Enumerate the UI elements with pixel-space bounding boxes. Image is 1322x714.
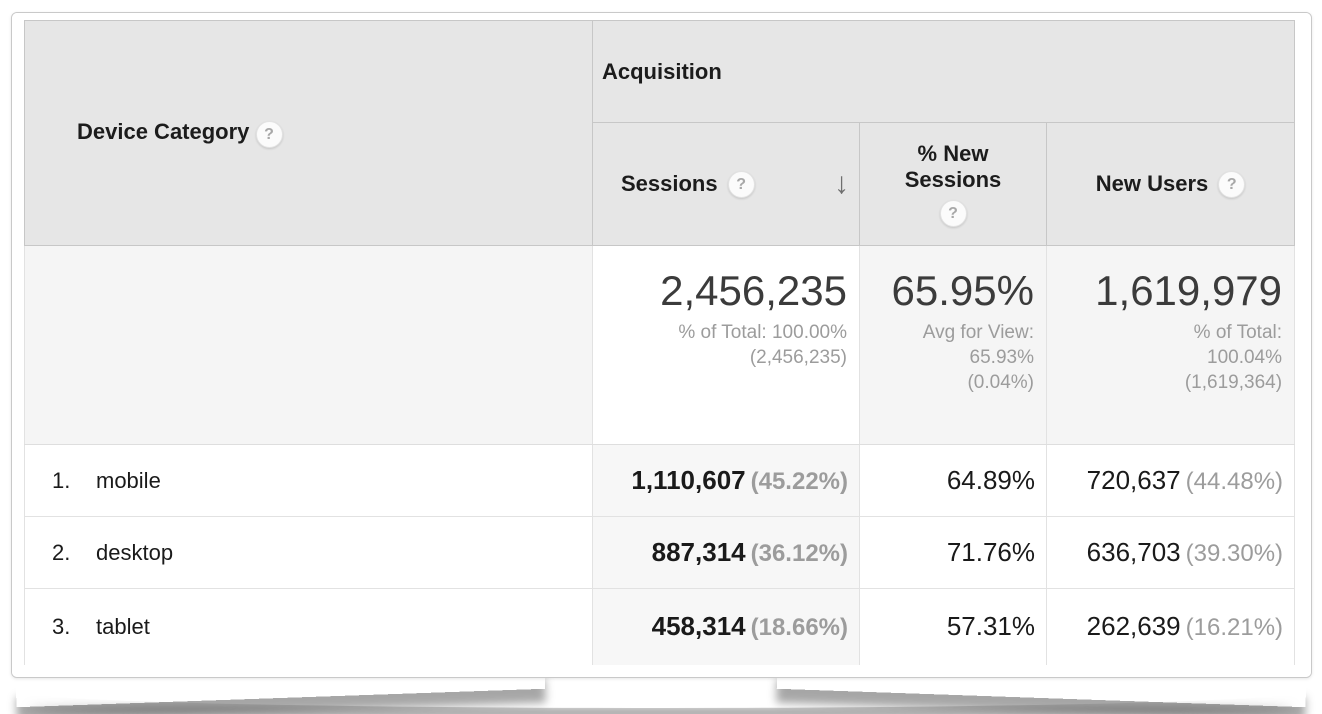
- device-label: tablet: [96, 613, 150, 639]
- column-header-sessions[interactable]: Sessions ? ↓: [592, 122, 860, 246]
- new-users-total-value: 1,619,979: [1095, 267, 1283, 314]
- sessions-percent: (36.12%): [750, 540, 848, 567]
- new-sessions-total-note-line3: (0.04%): [967, 372, 1034, 394]
- help-icon[interactable]: ?: [727, 170, 755, 198]
- new-sessions-total-value: 65.95%: [891, 267, 1034, 314]
- new-sessions-cell: 71.76%: [859, 516, 1047, 589]
- group-header-acquisition: Acquisition: [591, 20, 1296, 123]
- new-sessions-header-label: % New Sessions: [904, 141, 1002, 192]
- device-label: desktop: [96, 539, 174, 565]
- new-users-value: 262,639: [1086, 611, 1181, 642]
- table-row: 1. mobile 1,110,607 (45.22%) 64.89% 720,63…: [24, 444, 1296, 517]
- new-sessions-total-note-line1: Avg for View:: [922, 322, 1034, 344]
- summary-new-users-cell: 1,619,979 % of Total: 100.04% (1,619,364…: [1045, 245, 1296, 445]
- summary-sessions-cell: 2,456,235 % of Total: 100.00% (2,456,235…: [592, 245, 860, 445]
- sessions-value: 1,110,607: [631, 465, 746, 495]
- screenshot-frame-inner: Device Category ? Acquisition Sessions ?…: [12, 13, 1311, 677]
- new-sessions-cell: 64.89%: [859, 444, 1047, 517]
- sessions-value: 887,314: [651, 537, 746, 567]
- row-index: 2.: [52, 539, 71, 565]
- sessions-percent: (45.22%): [750, 468, 848, 495]
- new-users-total-note-line1: % of Total:: [1193, 322, 1283, 344]
- sessions-total-value: 2,456,235: [660, 267, 847, 314]
- new-users-total-note-line3: (1,619,364): [1184, 372, 1283, 394]
- new-sessions-cell: 57.31%: [859, 588, 1047, 665]
- device-cell: 2. desktop: [24, 516, 593, 589]
- acquisition-header-label: Acquisition: [602, 58, 722, 84]
- new-sessions-total-note-line2: 65.93%: [969, 347, 1034, 369]
- sort-descending-icon: ↓: [834, 167, 849, 200]
- sessions-percent: (18.66%): [750, 614, 848, 642]
- new-users-cell: 720,637 (44.48%): [1045, 444, 1296, 517]
- new-sessions-value: 71.76%: [946, 537, 1035, 567]
- new-users-percent: (39.30%): [1185, 540, 1284, 567]
- device-category-table: Device Category ? Acquisition Sessions ?…: [24, 20, 1296, 665]
- help-icon[interactable]: ?: [939, 200, 967, 227]
- device-cell: 1. mobile: [24, 444, 593, 517]
- sessions-total-note-line2: (2,456,235): [749, 347, 847, 369]
- sessions-cell: 458,314 (18.66%): [592, 588, 860, 665]
- new-users-header-label: New Users: [1095, 171, 1209, 196]
- column-header-new-sessions[interactable]: % New Sessions ?: [859, 122, 1047, 246]
- row-index: 3.: [52, 613, 71, 639]
- new-sessions-value: 57.31%: [946, 611, 1035, 642]
- column-header-device-category[interactable]: Device Category ?: [24, 20, 593, 246]
- table-row: 2. desktop 887,314 (36.12%) 71.76% 636,703…: [24, 516, 1296, 589]
- sessions-total-note-line1: % of Total: 100.00%: [678, 322, 847, 344]
- new-users-value: 636,703: [1086, 537, 1181, 567]
- new-users-total-note-line2: 100.04%: [1207, 347, 1283, 369]
- new-users-cell: 262,639 (16.21%): [1045, 588, 1296, 665]
- help-icon[interactable]: ?: [255, 120, 283, 148]
- sessions-cell: 1,110,607 (45.22%): [592, 444, 860, 517]
- row-index: 1.: [52, 467, 71, 493]
- sessions-cell: 887,314 (36.12%): [592, 516, 860, 589]
- screenshot-frame: Device Category ? Acquisition Sessions ?…: [11, 12, 1312, 678]
- new-users-cell: 636,703 (39.30%): [1045, 516, 1296, 589]
- device-cell: 3. tablet: [24, 588, 593, 665]
- summary-new-sessions-cell: 65.95% Avg for View: 65.93% (0.04%): [859, 245, 1047, 445]
- new-users-percent: (16.21%): [1185, 614, 1284, 642]
- device-label: mobile: [96, 467, 161, 493]
- summary-dimension-cell: [24, 245, 593, 445]
- new-users-value: 720,637: [1086, 465, 1181, 495]
- help-icon[interactable]: ?: [1218, 170, 1246, 198]
- summary-row: 2,456,235 % of Total: 100.00% (2,456,235…: [24, 245, 1296, 445]
- new-users-percent: (44.48%): [1185, 468, 1284, 495]
- sessions-header-label: Sessions: [621, 171, 718, 196]
- column-header-new-users[interactable]: New Users ?: [1045, 122, 1296, 246]
- table-row: 3. tablet 458,314 (18.66%) 57.31% 262,639(…: [24, 588, 1296, 665]
- new-sessions-value: 64.89%: [946, 465, 1035, 495]
- device-category-header-label: Device Category: [77, 118, 250, 144]
- sessions-value: 458,314: [651, 611, 746, 642]
